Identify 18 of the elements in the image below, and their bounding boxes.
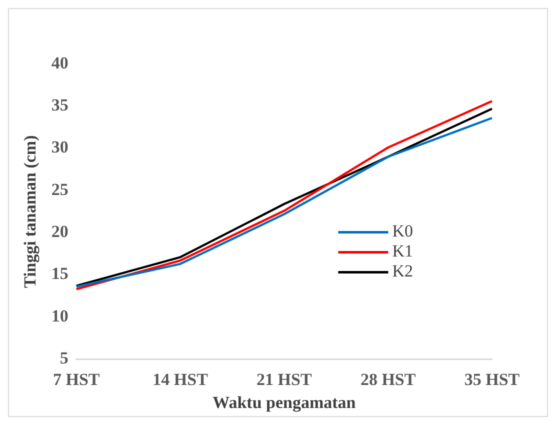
legend-label: K1 xyxy=(392,242,414,261)
y-axis-title: Tinggi tanaman (cm) xyxy=(20,135,40,288)
x-tick-label: 28 HST xyxy=(360,370,416,389)
y-tick-label: 20 xyxy=(51,222,68,242)
x-tick-label: 7 HST xyxy=(53,370,100,389)
y-tick-label: 30 xyxy=(51,138,68,157)
legend-label: K0 xyxy=(392,222,414,241)
x-tick-label: 35 HST xyxy=(464,370,520,389)
y-tick-label: 15 xyxy=(51,264,68,284)
legend-label: K2 xyxy=(392,262,414,281)
x-tick-label: 21 HST xyxy=(256,370,312,389)
x-tick-label: 14 HST xyxy=(152,370,209,389)
y-tick-label: 10 xyxy=(51,306,68,326)
y-tick-label: 5 xyxy=(60,348,68,368)
y-tick-label: 25 xyxy=(51,180,68,199)
y-tick-label: 35 xyxy=(51,96,68,115)
y-tick-label: 40 xyxy=(51,53,68,72)
x-axis-title: Waktu pengamatan xyxy=(212,393,356,412)
